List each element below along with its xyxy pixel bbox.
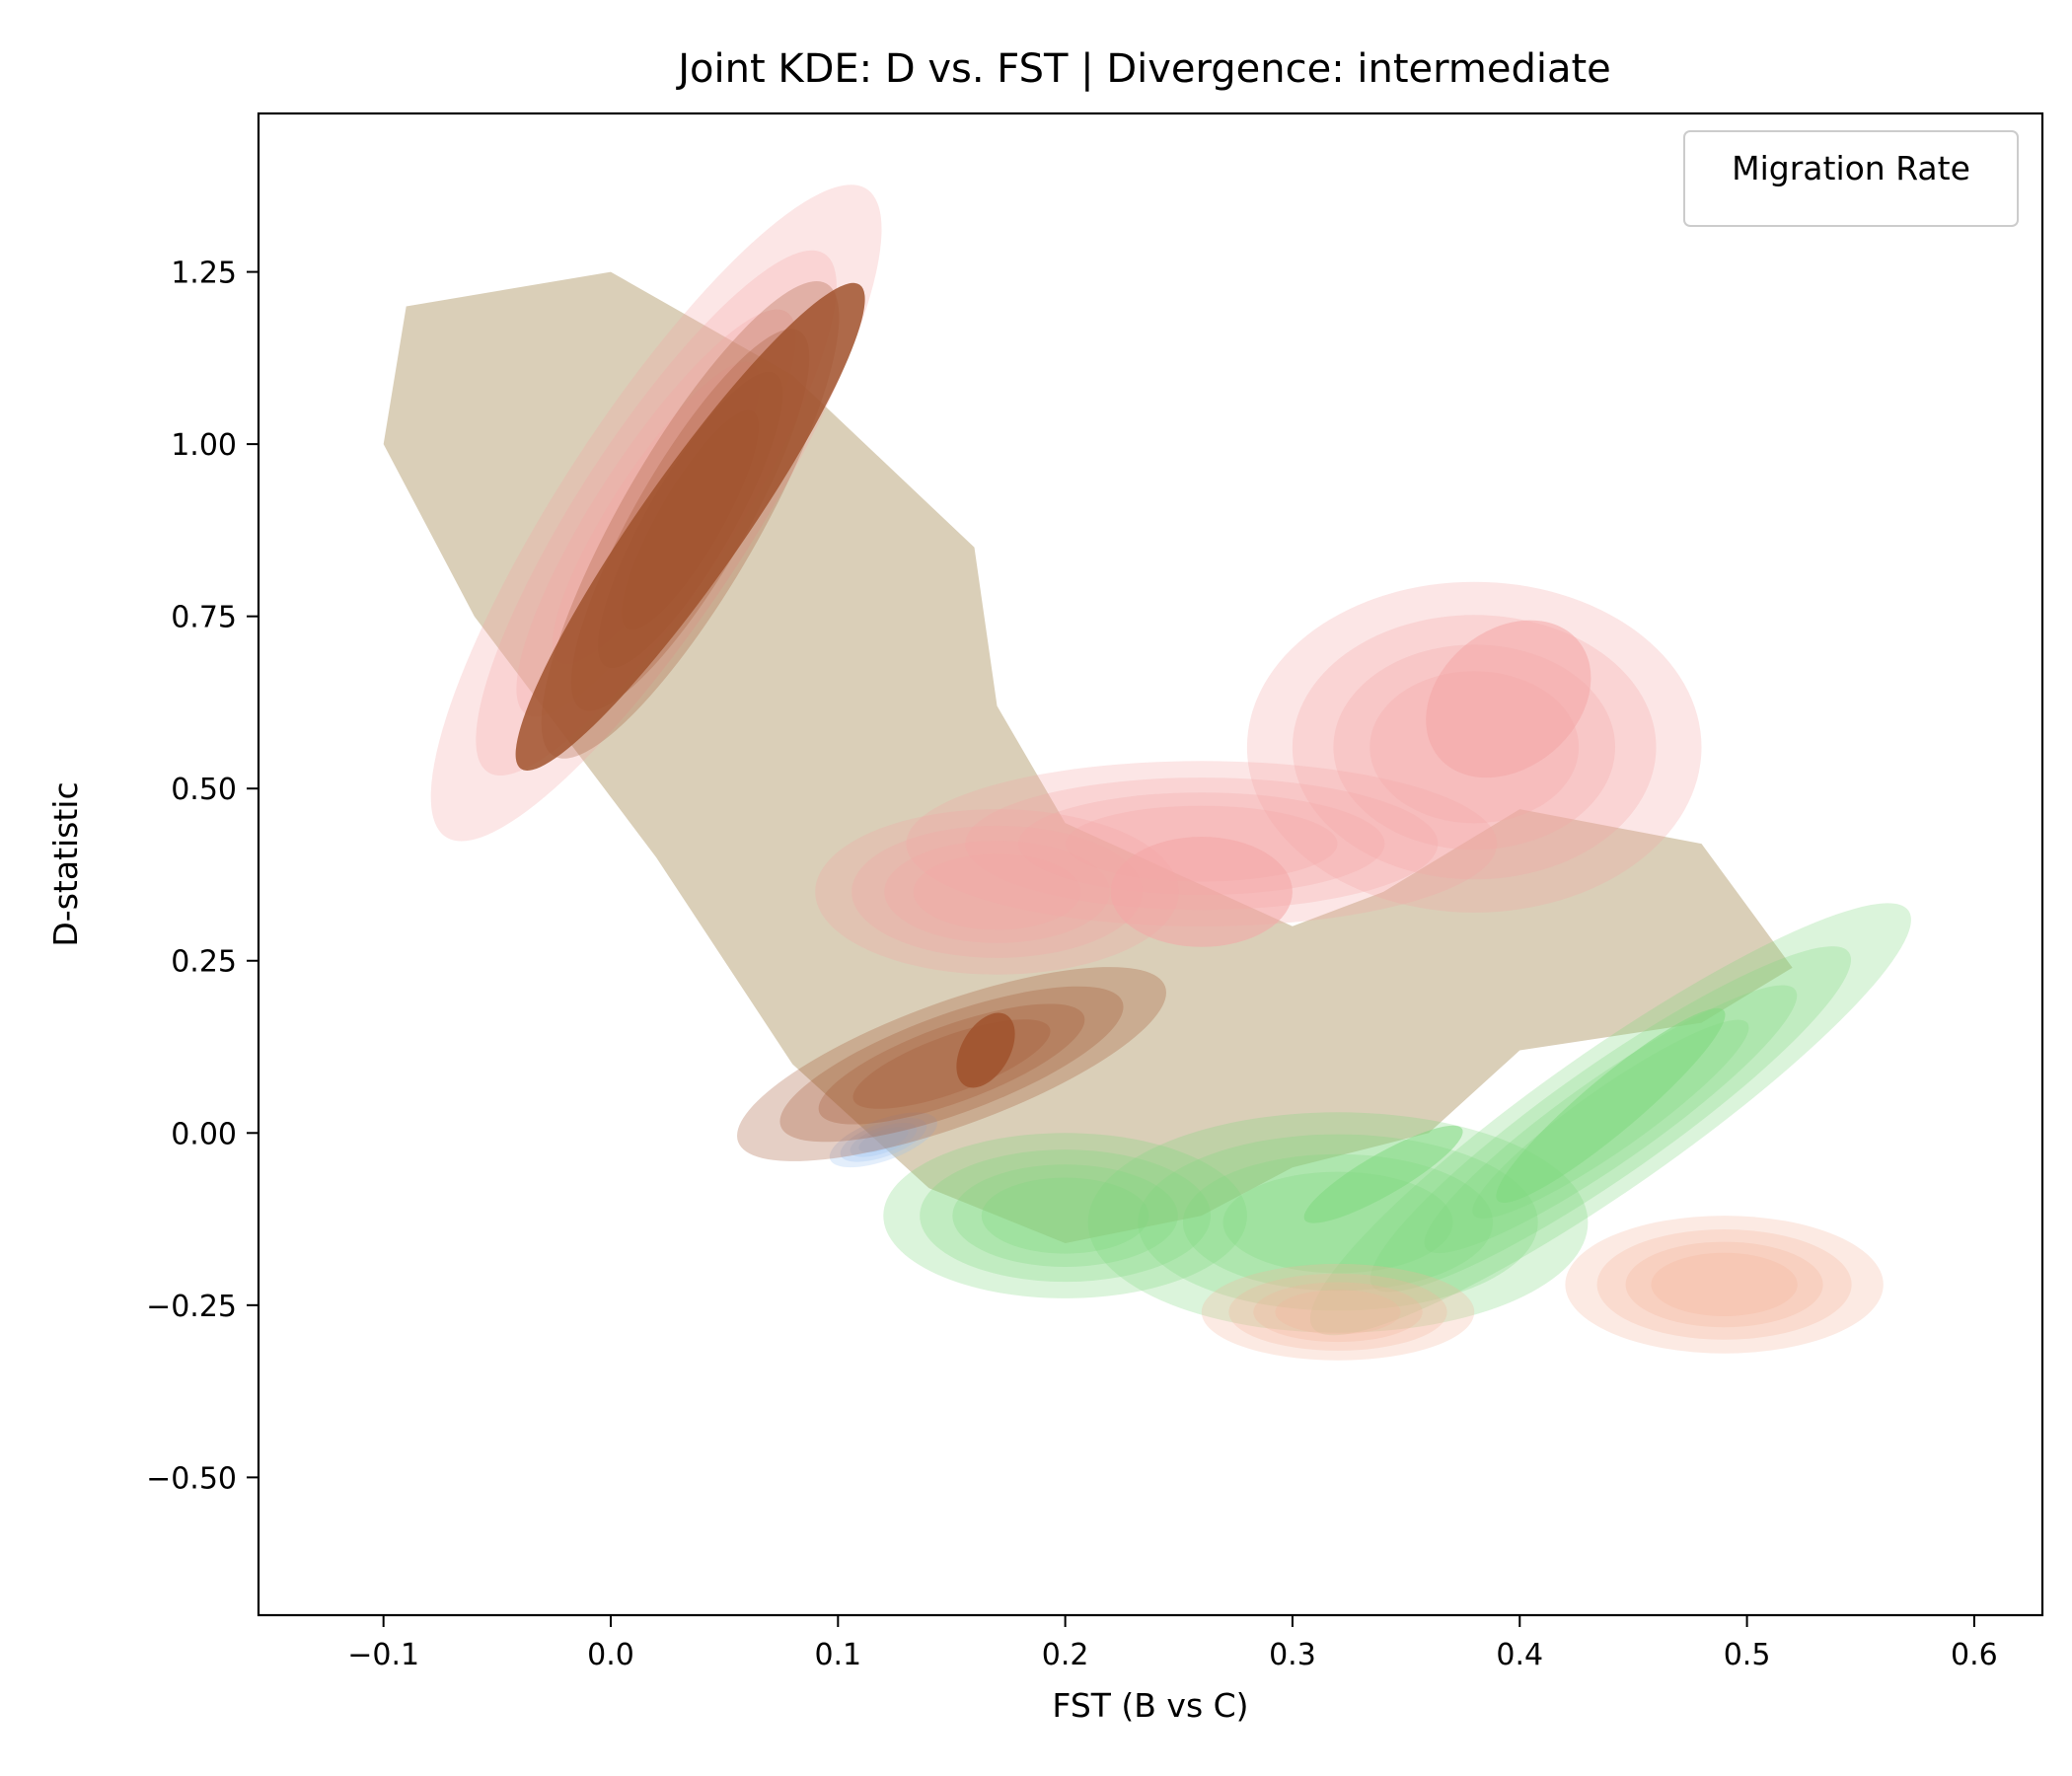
kde-contour-4-1-1	[779, 986, 1124, 1143]
kde-contour-3-0-3	[858, 1127, 909, 1153]
y-tick-label: 0.75	[171, 601, 237, 635]
kde-contour-2-1-2	[1253, 1282, 1423, 1343]
x-tick-label: 0.1	[814, 1638, 861, 1672]
x-axis: −0.1 0.0 0.1 0.2 0.3 0.4 0.5 0.6	[347, 1615, 1998, 1672]
kde-contour-1-1-1	[1138, 1134, 1538, 1311]
y-tick-label: −0.25	[146, 1290, 237, 1324]
y-axis: −0.50 −0.25 0.00 0.25 0.50 0.75 1.00 1.25	[146, 257, 259, 1496]
y-tick-label: 1.25	[171, 257, 237, 291]
kde-core-4-1	[956, 1012, 1015, 1088]
legend-title: Migration Rate	[1732, 149, 1970, 187]
plot-frame	[257, 111, 2044, 1617]
kde-contour-1-2-3	[981, 1177, 1149, 1254]
x-tick-label: 0.5	[1724, 1638, 1771, 1672]
kde-core-4-0	[515, 282, 865, 771]
kde-series-0	[430, 185, 1702, 975]
kde-core-0-0	[1426, 620, 1591, 778]
plot-area	[383, 185, 1911, 1361]
kde-contour-0-3-3	[913, 853, 1081, 930]
kde-contour-2-0-2	[1625, 1241, 1823, 1328]
y-tick-label: 0.25	[171, 945, 237, 980]
kde-contour-1-1-2	[1182, 1153, 1494, 1292]
kde-contour-3-0-0	[829, 1112, 937, 1168]
kde-contour-1-2-2	[952, 1164, 1178, 1267]
y-tick-label: −0.50	[146, 1461, 237, 1496]
legend-box	[1683, 130, 2019, 227]
kde-contour-3-0-2	[850, 1123, 918, 1157]
x-axis-label: FST (B vs C)	[1052, 1686, 1248, 1725]
x-tick-label: −0.1	[347, 1638, 419, 1672]
kde-contour-2-0-3	[1651, 1252, 1798, 1316]
chart-title: Joint KDE: D vs. FST | Divergence: inter…	[675, 46, 1611, 92]
x-tick-label: 0.4	[1496, 1638, 1543, 1672]
kde-core-0-1	[1110, 837, 1293, 947]
y-tick-label: 0.00	[171, 1117, 237, 1151]
kde-contour-1-1-0	[1087, 1112, 1589, 1333]
x-tick-label: 0.3	[1269, 1638, 1316, 1672]
kde-contour-1-2-1	[920, 1149, 1211, 1283]
y-axis-label: D-statistic	[46, 781, 85, 946]
kde-contour-0-3-0	[815, 809, 1179, 975]
kde-contour-2-0-1	[1596, 1229, 1852, 1340]
x-tick-label: 0.0	[587, 1638, 634, 1672]
x-tick-label: 0.6	[1951, 1638, 1998, 1672]
kde-series-1	[883, 903, 1911, 1336]
kde-contour-2-1-1	[1228, 1273, 1447, 1351]
kde-series-3	[829, 1112, 937, 1168]
y-tick-label: 0.50	[171, 773, 237, 807]
legend: Migration Rate	[1683, 130, 2019, 227]
kde-contour-1-1-3	[1222, 1171, 1453, 1274]
kde-contour-4-1-2	[818, 1003, 1085, 1125]
kde-core-1-0	[1496, 1007, 1726, 1203]
y-tick-label: 1.00	[171, 428, 237, 463]
kde-series-4	[515, 280, 1166, 1161]
kde-contour-2-1-0	[1201, 1263, 1475, 1361]
kde-contour-0-3-2	[884, 841, 1110, 943]
kde-contour-3-0-1	[840, 1117, 927, 1162]
kde-core-1-1	[1303, 1125, 1463, 1223]
kde-contour-0-3-1	[851, 825, 1143, 958]
kde-series-2	[1201, 1216, 1884, 1361]
kde-contour-2-0-0	[1565, 1216, 1884, 1354]
x-tick-label: 0.2	[1042, 1638, 1089, 1672]
kde-contour-1-2-0	[883, 1133, 1247, 1298]
kde-contour-2-1-3	[1275, 1290, 1401, 1335]
kde-contour-4-1-0	[737, 967, 1166, 1161]
